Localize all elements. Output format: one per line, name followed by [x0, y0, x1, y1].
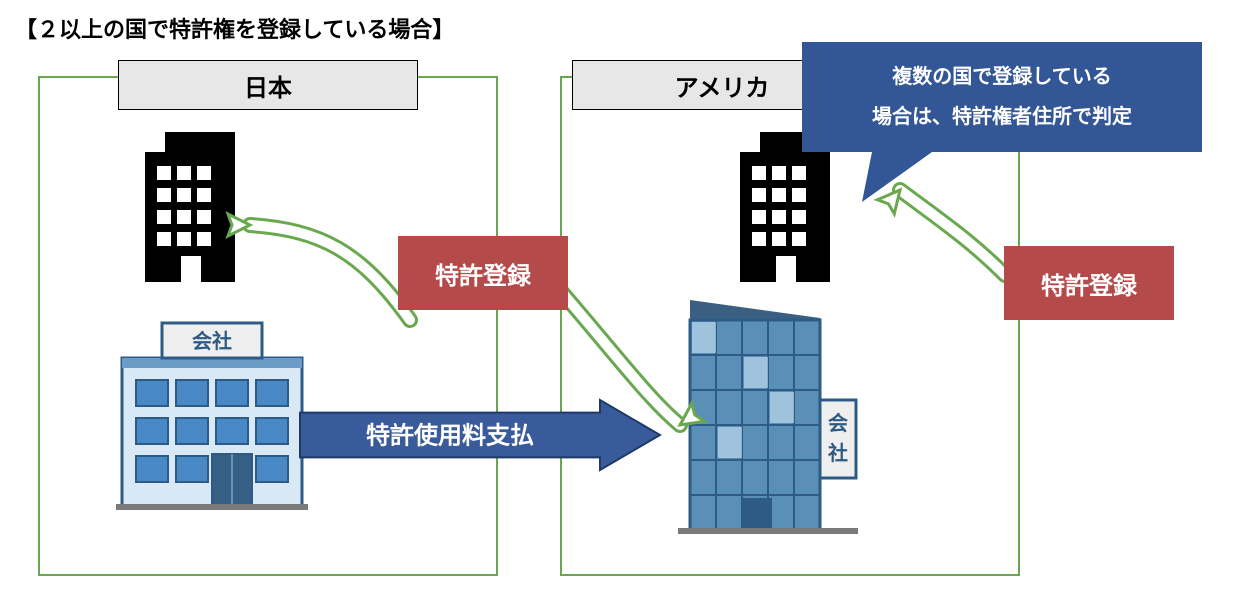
- japan-label: 日本: [118, 60, 418, 110]
- speech-line1: 複数の国で登録している: [892, 57, 1111, 97]
- speech-bubble: 複数の国で登録している 場合は、特許権者住所で判定: [802, 42, 1202, 152]
- diagram-stage: { "title": { "text": "【２以上の国で特許権を登録している場…: [0, 0, 1238, 612]
- patent-register-jp-box: 特許登録: [398, 236, 568, 310]
- page-title: 【２以上の国で特許権を登録している場合】: [15, 12, 454, 44]
- patent-register-us-box: 特許登録: [1004, 246, 1174, 320]
- speech-line2: 場合は、特許権者住所で判定: [872, 97, 1132, 137]
- japan-region-box: [38, 76, 498, 576]
